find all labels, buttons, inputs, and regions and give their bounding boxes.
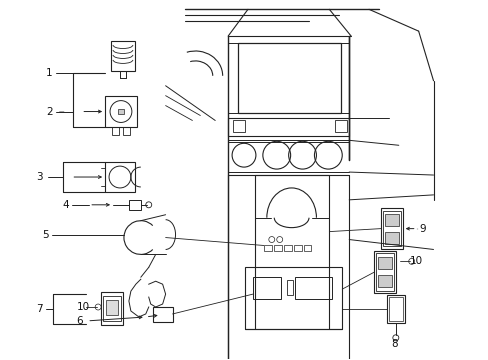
Text: 8: 8: [391, 339, 397, 349]
Bar: [101, 292, 122, 325]
Bar: [286, 280, 292, 295]
Bar: [380, 208, 402, 249]
Bar: [303, 246, 311, 251]
Text: 6: 6: [76, 316, 82, 326]
Bar: [228, 43, 238, 113]
Bar: [252, 277, 280, 299]
Text: —: —: [59, 109, 64, 114]
Text: 4: 4: [62, 200, 69, 210]
Bar: [228, 118, 348, 136]
Bar: [244, 267, 342, 329]
Text: 5: 5: [42, 230, 49, 239]
Bar: [373, 251, 395, 293]
Bar: [111, 41, 135, 71]
Bar: [377, 257, 391, 269]
Bar: [106, 300, 118, 315]
Text: 9: 9: [418, 224, 425, 234]
Text: 3: 3: [36, 172, 43, 182]
Bar: [384, 214, 398, 226]
Text: 10: 10: [77, 302, 90, 312]
Bar: [233, 121, 244, 132]
Bar: [129, 200, 141, 210]
Bar: [388, 297, 402, 321]
Bar: [264, 246, 271, 251]
Bar: [341, 43, 348, 113]
Text: 10: 10: [409, 256, 422, 266]
Bar: [382, 211, 400, 247]
Bar: [386, 295, 404, 323]
Bar: [273, 246, 281, 251]
Bar: [152, 307, 172, 322]
Text: 7: 7: [36, 304, 43, 314]
Bar: [105, 96, 137, 127]
Bar: [294, 277, 332, 299]
Bar: [375, 253, 393, 291]
Bar: [335, 121, 346, 132]
Bar: [293, 246, 301, 251]
Text: 2: 2: [46, 107, 53, 117]
Bar: [384, 231, 398, 243]
Bar: [112, 127, 119, 135]
Bar: [105, 162, 135, 192]
Bar: [283, 246, 291, 251]
Bar: [377, 275, 391, 287]
Bar: [103, 296, 121, 321]
Text: 1: 1: [46, 68, 53, 78]
Bar: [122, 127, 130, 135]
Bar: [238, 43, 341, 113]
Bar: [118, 109, 123, 113]
